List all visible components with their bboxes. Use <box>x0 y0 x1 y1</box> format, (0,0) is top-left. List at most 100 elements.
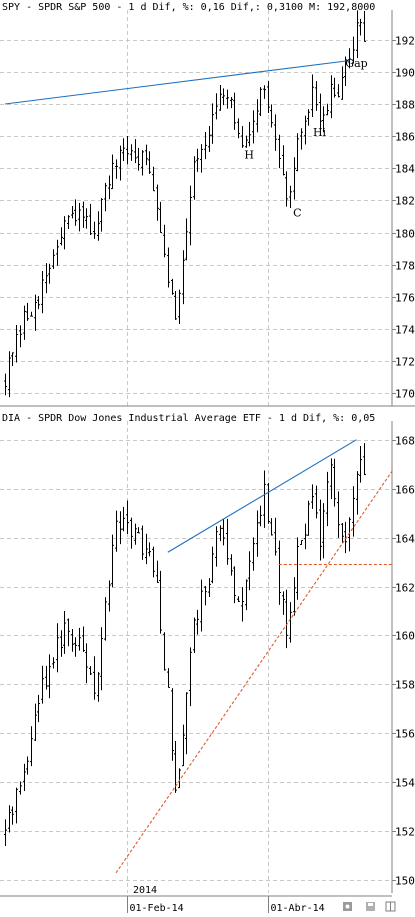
dia-ohlc-bars <box>4 443 366 846</box>
spy-ohlc-bar <box>256 99 259 133</box>
chart-toolbar <box>343 901 396 912</box>
dia-ohlc-bar <box>359 446 362 483</box>
dia-ohlc-bar <box>285 589 288 649</box>
dia-ohlc-bar <box>145 533 148 565</box>
spy-ohlc-bar <box>159 201 162 233</box>
date-label: 01-Abr-14 <box>271 903 325 913</box>
spy-ohlc-bar <box>233 92 236 130</box>
dia-upper-trendline[interactable] <box>167 439 357 553</box>
dia-ohlc-bar <box>19 781 22 795</box>
spy-ohlc-bar <box>282 145 285 176</box>
spy-ohlc-bar <box>45 263 48 294</box>
dia-ohlc-bar <box>30 726 33 767</box>
spy-ohlc-bar <box>322 106 325 133</box>
spy-ohlc-bar <box>315 81 318 111</box>
dia-ohlc-bar <box>156 560 159 583</box>
dia-tick-label: 162 <box>395 582 415 595</box>
spy-ohlc-bar <box>104 182 107 212</box>
dia-ohlc-bar <box>74 637 77 657</box>
spy-ohlc-bar <box>330 75 333 119</box>
dia-ohlc-bar <box>167 668 170 688</box>
dia-ohlc-bar <box>52 657 55 669</box>
dia-ohlc-bar <box>119 511 122 545</box>
spy-ohlc-bar <box>119 145 122 181</box>
dia-ohlc-bar <box>215 526 218 567</box>
save-icon[interactable] <box>366 902 375 911</box>
spy-tick-label: 170 <box>395 388 415 401</box>
spy-ohlc-bar <box>222 88 225 106</box>
spy-ohlc-bar <box>111 154 114 190</box>
spy-ohlc-bar <box>78 202 81 232</box>
dia-tick-label: 158 <box>395 679 415 692</box>
spy-ohlc-bar <box>11 352 14 366</box>
spy-ohlc-bar <box>100 198 103 232</box>
dia-ohlc-bar <box>60 630 63 657</box>
dia-ohlc-bar <box>352 486 355 537</box>
spy-ohlc-bar <box>326 103 329 116</box>
spy-ohlc-bar <box>134 139 137 164</box>
dia-ohlc-bar <box>319 499 322 561</box>
spy-ohlc-bar <box>304 115 307 145</box>
dia-tick-label: 154 <box>395 777 415 790</box>
spy-ohlc-bar <box>137 147 140 171</box>
spy-ohlc-bar <box>311 74 314 118</box>
dia-ohlc-bar <box>148 542 151 557</box>
dia-rising-support-line[interactable] <box>115 468 394 874</box>
spy-ohlc-bar <box>348 48 351 69</box>
spy-ohlc-bar <box>208 125 211 153</box>
dia-ohlc-bar <box>311 484 314 509</box>
spy-grid <box>0 10 392 406</box>
dia-ohlc-bar <box>344 521 347 554</box>
spy-ohlc-bar <box>193 156 196 200</box>
spy-ohlc-bar <box>270 104 273 128</box>
dia-ohlc-bar <box>134 523 137 545</box>
spy-ohlc-bar <box>71 205 74 219</box>
dia-ohlc-bar <box>37 694 40 723</box>
spy-upper-trendline[interactable] <box>4 60 350 105</box>
dia-ohlc-bar <box>326 471 329 527</box>
dia-ohlc-bar <box>178 768 181 789</box>
spy-tick-label: 186 <box>395 131 415 144</box>
spy-chart-title: SPY - SPDR S&P 500 - 1 d Dif, %: 0,16 Di… <box>2 2 375 13</box>
dia-ohlc-bar <box>267 482 270 524</box>
spy-ohlc-bar <box>74 199 77 226</box>
spy-ohlc-bar <box>152 166 155 192</box>
layout-icon[interactable] <box>385 901 396 912</box>
dia-ohlc-bar <box>15 787 18 824</box>
dia-ohlc-bar <box>71 629 74 652</box>
dia-ohlc-bar <box>8 805 11 833</box>
spy-tick-label: 174 <box>395 324 415 337</box>
dia-ohlc-bar <box>293 577 296 616</box>
spy-tick-label: 176 <box>395 292 415 305</box>
dia-ohlc-bar <box>163 632 166 671</box>
dia-ohlc-bar <box>41 665 44 704</box>
spy-ohlc-bar <box>278 134 281 169</box>
spy-ohlc-bar <box>85 208 88 229</box>
dia-ohlc-bar <box>330 458 333 500</box>
dia-ohlc-bar <box>152 546 155 578</box>
spy-price-axis: 170 172 174 176 178 180 182 184 186 188 190 192 <box>391 10 415 406</box>
spy-ohlc-bar <box>285 171 288 207</box>
spy-ohlc-bar <box>359 18 362 36</box>
spy-ohlc-bar <box>4 373 7 396</box>
dia-ohlc-bar <box>233 566 236 604</box>
settings-icon[interactable] <box>343 902 352 911</box>
dia-ohlc-bar <box>211 546 214 584</box>
dia-ohlc-bar <box>122 506 125 532</box>
spy-annotation-label: Hi <box>313 126 327 139</box>
spy-ohlc-bar <box>115 159 118 179</box>
spy-ohlc-bar <box>23 305 26 340</box>
dia-ohlc-bar <box>322 503 325 559</box>
spy-trendlines <box>4 60 350 105</box>
spy-ohlc-bar <box>237 118 240 139</box>
dia-ohlc-bar <box>45 665 48 690</box>
spy-ohlc-bar <box>34 294 37 331</box>
dia-ohlc-bar <box>185 692 188 755</box>
spy-ohlc-bar <box>307 109 310 126</box>
spy-ohlc-bar <box>8 351 11 398</box>
dia-ohlc-bar <box>126 500 129 534</box>
spy-ohlc-bar <box>267 81 270 113</box>
spy-ohlc-bar <box>319 93 322 130</box>
spy-ohlc-bar <box>204 131 207 160</box>
